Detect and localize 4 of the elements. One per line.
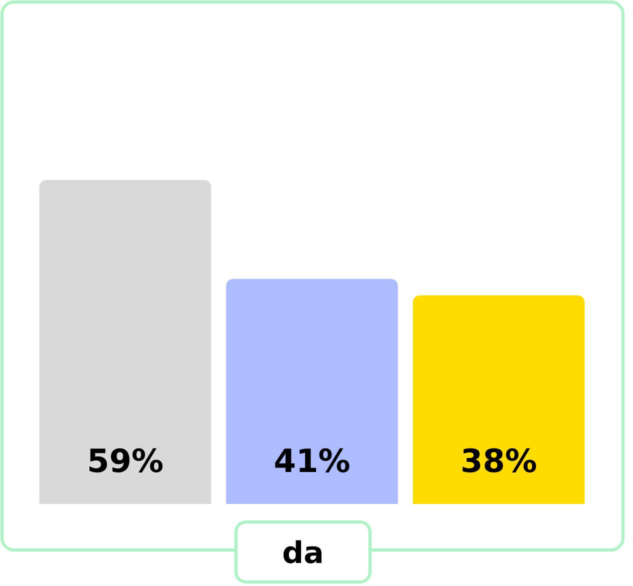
- data-label: 41%: [274, 442, 350, 480]
- x-axis-title: da: [282, 536, 324, 571]
- data-label: 38%: [460, 442, 538, 480]
- data-label: 59%: [86, 442, 164, 480]
